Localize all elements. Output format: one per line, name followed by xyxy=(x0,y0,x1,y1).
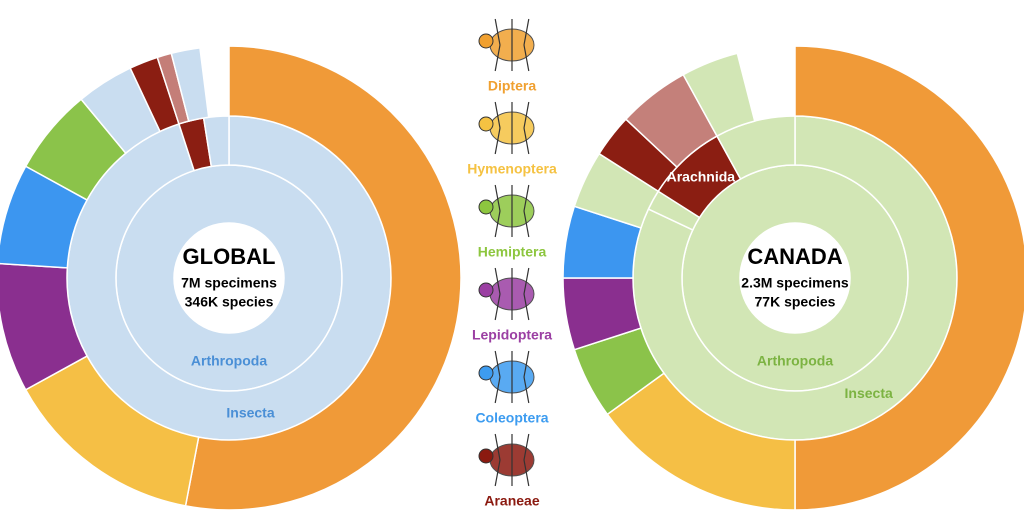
insect-leg xyxy=(494,350,501,378)
legend-label: Coleoptera xyxy=(475,410,548,426)
insect-leg xyxy=(523,44,530,72)
segment-label: Arthropoda xyxy=(757,353,833,369)
insect-leg xyxy=(494,101,501,129)
chart-subtitle: 7M specimens xyxy=(181,275,277,291)
chart-subtitle: 77K species xyxy=(755,294,836,310)
insect-leg xyxy=(523,127,530,155)
insect-leg xyxy=(523,18,530,46)
segment-label: Insecta xyxy=(845,385,893,401)
insect-leg xyxy=(523,459,530,487)
chart-title: GLOBAL xyxy=(183,244,276,269)
insect-leg xyxy=(494,44,501,72)
insect-leg xyxy=(523,101,530,129)
center-circle xyxy=(174,223,284,333)
insect-leg xyxy=(494,293,501,321)
segment-label: Arthropoda xyxy=(191,353,267,369)
insect-leg xyxy=(494,184,501,212)
chart-subtitle: 346K species xyxy=(185,294,274,310)
insect-leg xyxy=(494,18,501,46)
legend-label: Hemiptera xyxy=(478,244,547,260)
segment-label: Arachnida xyxy=(667,168,736,184)
legend-label: Diptera xyxy=(488,78,536,94)
insect-leg xyxy=(494,376,501,404)
insect-leg xyxy=(523,433,530,461)
chart-title: CANADA xyxy=(747,244,842,269)
legend-label: Araneae xyxy=(484,493,539,509)
insect-head xyxy=(478,448,494,464)
chart-subtitle: 2.3M specimens xyxy=(741,275,849,291)
insect-head xyxy=(478,282,494,298)
segment xyxy=(0,262,89,391)
insect-leg xyxy=(494,459,501,487)
insect-leg xyxy=(494,433,501,461)
insect-head xyxy=(478,365,494,381)
segment xyxy=(682,52,756,138)
legend-label: Lepidoptera xyxy=(472,327,552,343)
insect-leg xyxy=(494,267,501,295)
segment-label: Insecta xyxy=(226,405,274,421)
segment xyxy=(184,45,462,511)
insect-leg xyxy=(523,376,530,404)
legend-label: Hymenoptera xyxy=(467,161,557,177)
insect-head xyxy=(478,33,494,49)
segment xyxy=(202,115,230,168)
insect-leg xyxy=(523,267,530,295)
insect-leg xyxy=(494,210,501,238)
insect-leg xyxy=(523,293,530,321)
insect-leg xyxy=(523,210,530,238)
insect-head xyxy=(478,199,494,215)
center-circle xyxy=(740,223,850,333)
insect-leg xyxy=(494,127,501,155)
insect-head xyxy=(478,116,494,132)
segment xyxy=(794,45,1024,511)
insect-leg xyxy=(523,350,530,378)
insect-leg xyxy=(523,184,530,212)
segment xyxy=(170,46,210,123)
